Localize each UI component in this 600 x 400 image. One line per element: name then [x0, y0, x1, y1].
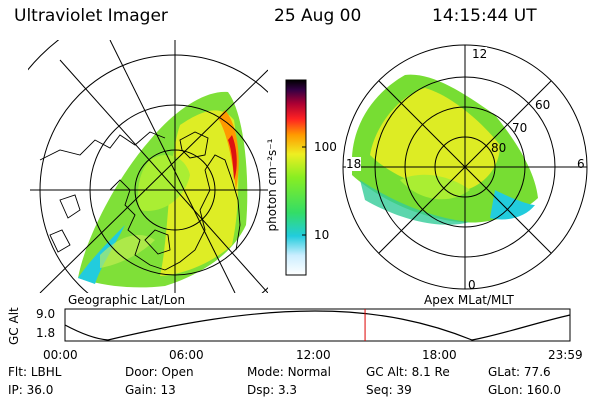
status-glat: GLat: 77.6: [488, 365, 551, 379]
status-flt: Flt: LBHL: [8, 365, 62, 379]
image-time: 14:15:44 UT: [432, 6, 537, 26]
mlat-label-60: 60: [535, 98, 551, 112]
time-tick-2359: 23:59: [548, 348, 583, 362]
status-mode: Mode: Normal: [247, 365, 331, 379]
time-tick-1800: 18:00: [422, 348, 457, 362]
status-ip: IP: 36.0: [8, 383, 54, 397]
status-dsp: Dsp: 3.3: [247, 383, 298, 397]
time-tick-0600: 06:00: [169, 348, 204, 362]
colorbar-tick-label-10: 10: [314, 228, 330, 242]
mlt-label-0: 0: [468, 278, 476, 292]
geographic-projection-image: [28, 40, 268, 293]
colorbar: [285, 79, 307, 276]
apex-panel-caption: Apex MLat/MLT: [424, 293, 514, 307]
altitude-axis-label: GC Alt: [7, 307, 21, 345]
apex-aurora-emission: [351, 74, 538, 225]
altitude-tick-max: 9.0: [36, 307, 56, 321]
status-gain: Gain: 13: [125, 383, 176, 397]
status-door: Door: Open: [125, 365, 194, 379]
altitude-plot-frame: [64, 308, 571, 342]
status-glon: GLon: 160.0: [488, 383, 561, 397]
mlat-label-80: 80: [491, 141, 507, 155]
geo-coastlines: [39, 131, 241, 271]
apex-grid: [342, 44, 588, 290]
apex-polar-image: [342, 44, 588, 290]
altitude-tick-min: 1.8: [36, 326, 56, 340]
status-seq: Seq: 39: [366, 383, 412, 397]
time-tick-1200: 12:00: [296, 348, 331, 362]
mlt-label-12: 12: [472, 47, 488, 61]
colorbar-unit-label: photon cm⁻²s⁻¹: [265, 138, 279, 232]
altitude-timeline-plot: [64, 308, 571, 342]
mlat-label-70: 70: [512, 121, 528, 135]
mlt-label-18: 18: [346, 157, 362, 171]
geo-grid: [28, 40, 268, 293]
mlt-label-6: 6: [577, 157, 585, 171]
time-tick-0000: 00:00: [43, 348, 78, 362]
geo-panel-caption: Geographic Lat/Lon: [68, 293, 186, 307]
status-gc-alt: GC Alt: 8.1 Re: [366, 365, 450, 379]
image-date: 25 Aug 00: [274, 6, 362, 26]
instrument-title: Ultraviolet Imager: [14, 6, 168, 26]
colorbar-tick-label-100: 100: [314, 140, 337, 154]
altitude-curve: [64, 310, 571, 341]
colorbar-gradient: [285, 79, 307, 276]
